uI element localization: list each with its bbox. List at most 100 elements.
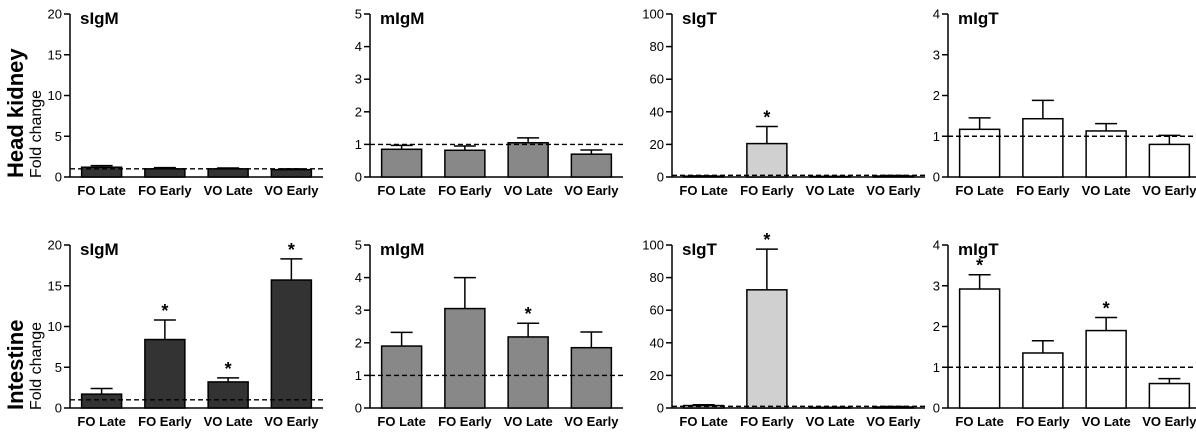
significance-star: * [525,304,532,324]
x-tick-label: FO Late [77,414,125,429]
y-tick-label: 20 [48,238,62,253]
chart-title: sIgT [682,9,718,28]
x-tick-label: FO Late [377,183,425,198]
x-tick-label: VO Late [204,414,253,429]
y-tick-label: 80 [650,39,664,54]
y-tick-label: 5 [355,7,362,22]
x-tick-label: FO Late [955,183,1003,198]
bar [207,168,249,178]
y-tick-label: 5 [355,238,362,253]
bar [380,148,423,178]
chart-panel-migt-1: mIgT 0 1 2 3 4 * FO Late FO Early * VO Late VO Earl… [933,238,1196,429]
y-tick-label: 0 [933,401,940,416]
chart-title: sIgM [80,9,119,28]
chart-title: mIgM [380,240,424,259]
x-tick-label: FO Early [1016,183,1070,198]
y-tick-label: 4 [355,270,362,285]
y-tick-label: 0 [355,401,362,416]
bar [958,288,1001,409]
x-tick-label: VO Late [504,414,553,429]
bar [570,346,613,409]
y-tick-label: 5 [55,360,62,375]
y-tick-label: 2 [933,88,940,103]
bar [444,307,486,409]
y-tick-label: 0 [933,170,940,185]
y-tick-label: 1 [933,360,940,375]
bar [570,153,613,178]
x-tick-label: VO Late [1082,183,1131,198]
x-tick-label: VO Late [806,414,855,429]
x-tick-label: FO Early [138,183,192,198]
y-tick-label: 60 [650,72,664,87]
chart-panel-sigt-1: sIgT 0 20 40 60 80 100 FO Late * FO Early VO Late V… [642,230,925,429]
y-tick-label: 1 [355,137,362,152]
y-tick-label: 0 [55,401,62,416]
y-tick-label: 20 [650,368,664,383]
bar [1022,352,1064,409]
y-tick-label: 0 [55,170,62,185]
x-tick-label: FO Early [740,183,794,198]
x-tick-label: VO Early [866,183,921,198]
x-tick-label: VO Early [866,414,921,429]
significance-star: * [976,256,983,276]
x-tick-label: VO Late [504,183,553,198]
x-tick-label: FO Early [740,414,794,429]
chart-title: mIgM [380,9,424,28]
chart-panel-sigm-0: sIgM 0 5 10 15 20 FO Late FO Early VO Late VO Ear… [48,7,323,198]
bar [809,175,851,178]
y-tick-label: 10 [48,88,62,103]
x-tick-label: FO Late [77,183,125,198]
bar [144,168,186,178]
bar [380,345,423,409]
y-tick-label: 3 [355,303,362,318]
bar [144,338,186,409]
bar [80,166,123,178]
bar [507,336,549,409]
x-tick-label: VO Early [1142,183,1196,198]
y-tick-label: 20 [48,7,62,22]
y-tick-label: 100 [642,238,664,253]
y-tick-label: 1 [355,368,362,383]
y-tick-label: 3 [355,72,362,87]
bar [682,175,725,178]
bar [207,381,249,409]
bar [1085,130,1127,178]
chart-panel-migt-0: mIgT 0 1 2 3 4 FO Late FO Early VO Late VO Early [933,7,1196,198]
x-tick-label: FO Late [377,414,425,429]
chart-title: mIgT [958,9,999,28]
x-tick-label: VO Early [264,414,319,429]
x-tick-label: VO Late [204,183,253,198]
x-tick-label: FO Late [955,414,1003,429]
bar [507,142,549,178]
bar [958,128,1001,178]
significance-star: * [225,359,232,379]
chart-title: mIgT [958,240,999,259]
y-tick-label: 3 [933,278,940,293]
y-tick-label: 100 [642,7,664,22]
y-tick-label: 60 [650,303,664,318]
bar [872,406,915,409]
bar [270,279,313,409]
x-tick-label: FO Late [679,414,727,429]
significance-star: * [763,230,770,250]
chart-title: sIgT [682,240,718,259]
bar [746,142,788,178]
x-tick-label: FO Early [138,414,192,429]
y-tick-label: 15 [48,278,62,293]
bar [1148,382,1191,409]
y-tick-label: 2 [933,319,940,334]
x-tick-label: VO Late [1082,414,1131,429]
y-tick-label: 4 [933,238,940,253]
x-tick-label: FO Early [1016,414,1070,429]
y-tick-label: 10 [48,319,62,334]
x-tick-label: FO Early [438,183,492,198]
y-tick-label: 1 [933,129,940,144]
bar [1085,329,1127,409]
bar [809,406,851,409]
chart-panel-sigm-1: sIgM 0 5 10 15 20 FO Late * FO Early * VO Late * VO … [48,238,323,429]
y-tick-label: 20 [650,137,664,152]
y-tick-label: 0 [657,170,664,185]
x-tick-label: FO Late [679,183,727,198]
